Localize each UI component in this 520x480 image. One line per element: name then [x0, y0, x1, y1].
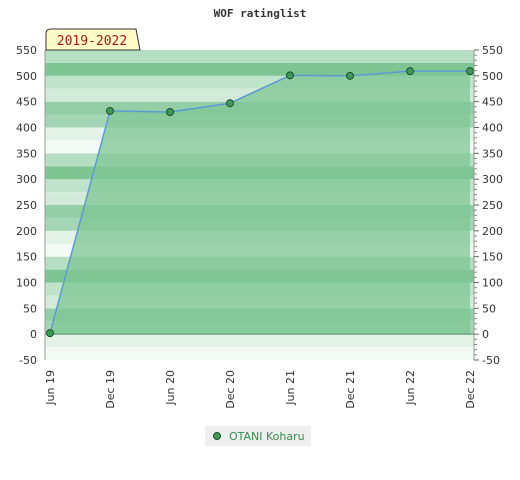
x-tick-label: Dec 22	[464, 370, 477, 409]
x-tick-label: Dec 19	[104, 370, 117, 409]
series-line	[49, 70, 470, 334]
y-axis-right: -50 0 50 100 150 200 250 300 350 400 450 500 550	[474, 44, 503, 367]
data-point	[346, 71, 354, 80]
legend-series-label: OTANI Koharu	[229, 429, 305, 443]
series-area	[50, 71, 470, 335]
grid-band	[45, 50, 474, 63]
y-tick-label-right: 250	[482, 199, 503, 212]
data-point	[226, 99, 234, 108]
y-tick-label-left: 150	[16, 251, 37, 264]
x-axis: Jun 19 Dec 19 Jun 20 Dec 20 Jun 21 Dec 21 Jun …	[44, 370, 477, 409]
y-tick-label-left: 550	[16, 44, 37, 57]
y-tick-label-right: 550	[482, 44, 503, 57]
x-tick-label: Dec 21	[344, 370, 357, 409]
legend-marker-icon	[213, 432, 221, 440]
data-point	[46, 329, 54, 338]
grid-band	[45, 347, 474, 360]
grid-band	[45, 62, 474, 76]
rating-area	[45, 67, 474, 338]
chart-title: WOF ratinglist	[214, 7, 307, 20]
data-point	[466, 67, 474, 76]
y-tick-label-left: 300	[16, 173, 37, 186]
x-tick-label: Jun 21	[284, 370, 297, 406]
x-tick-label: Jun 20	[164, 370, 177, 406]
y-tick-label-left: 350	[16, 147, 37, 160]
y-tick-label-left: 250	[16, 199, 37, 212]
y-tick-label-right: 500	[482, 70, 503, 83]
data-point	[106, 106, 114, 115]
y-tick-label-left: 450	[16, 96, 37, 109]
data-point	[406, 67, 414, 76]
y-tick-label-right: 50	[482, 302, 496, 315]
y-tick-label-right: 350	[482, 147, 503, 160]
y-tick-label-left: 200	[16, 225, 37, 238]
data-point	[286, 71, 294, 80]
y-axis-left: -50 0 50 100 150 200 250 300 350 400 450 500 550	[16, 44, 37, 367]
y-tick-label-right: -50	[482, 354, 500, 367]
grid-band	[45, 334, 474, 348]
x-tick-label: Dec 20	[224, 370, 237, 409]
y-tick-label-right: 150	[482, 251, 503, 264]
y-tick-label-right: 200	[482, 225, 503, 238]
y-tick-label-right: 450	[482, 96, 503, 109]
y-tick-label-left: 50	[23, 302, 37, 315]
range-badge: 2019-2022	[45, 28, 141, 51]
range-badge-label: 2019-2022	[57, 34, 127, 49]
y-tick-label-right: 400	[482, 122, 503, 135]
y-tick-label-right: 100	[482, 277, 503, 290]
data-point	[166, 108, 174, 116]
y-tick-label-left: -50	[19, 354, 37, 367]
x-tick-label: Jun 22	[404, 370, 417, 406]
y-tick-label-left: 400	[16, 122, 37, 135]
y-tick-label-left: 500	[16, 70, 37, 83]
y-tick-label-right: 300	[482, 173, 503, 186]
legend: OTANI Koharu	[205, 426, 311, 446]
y-tick-label-left: 100	[16, 277, 37, 290]
x-tick-label: Jun 19	[44, 370, 57, 406]
y-tick-label-left: 0	[30, 328, 37, 341]
y-tick-label-right: 0	[482, 328, 489, 341]
